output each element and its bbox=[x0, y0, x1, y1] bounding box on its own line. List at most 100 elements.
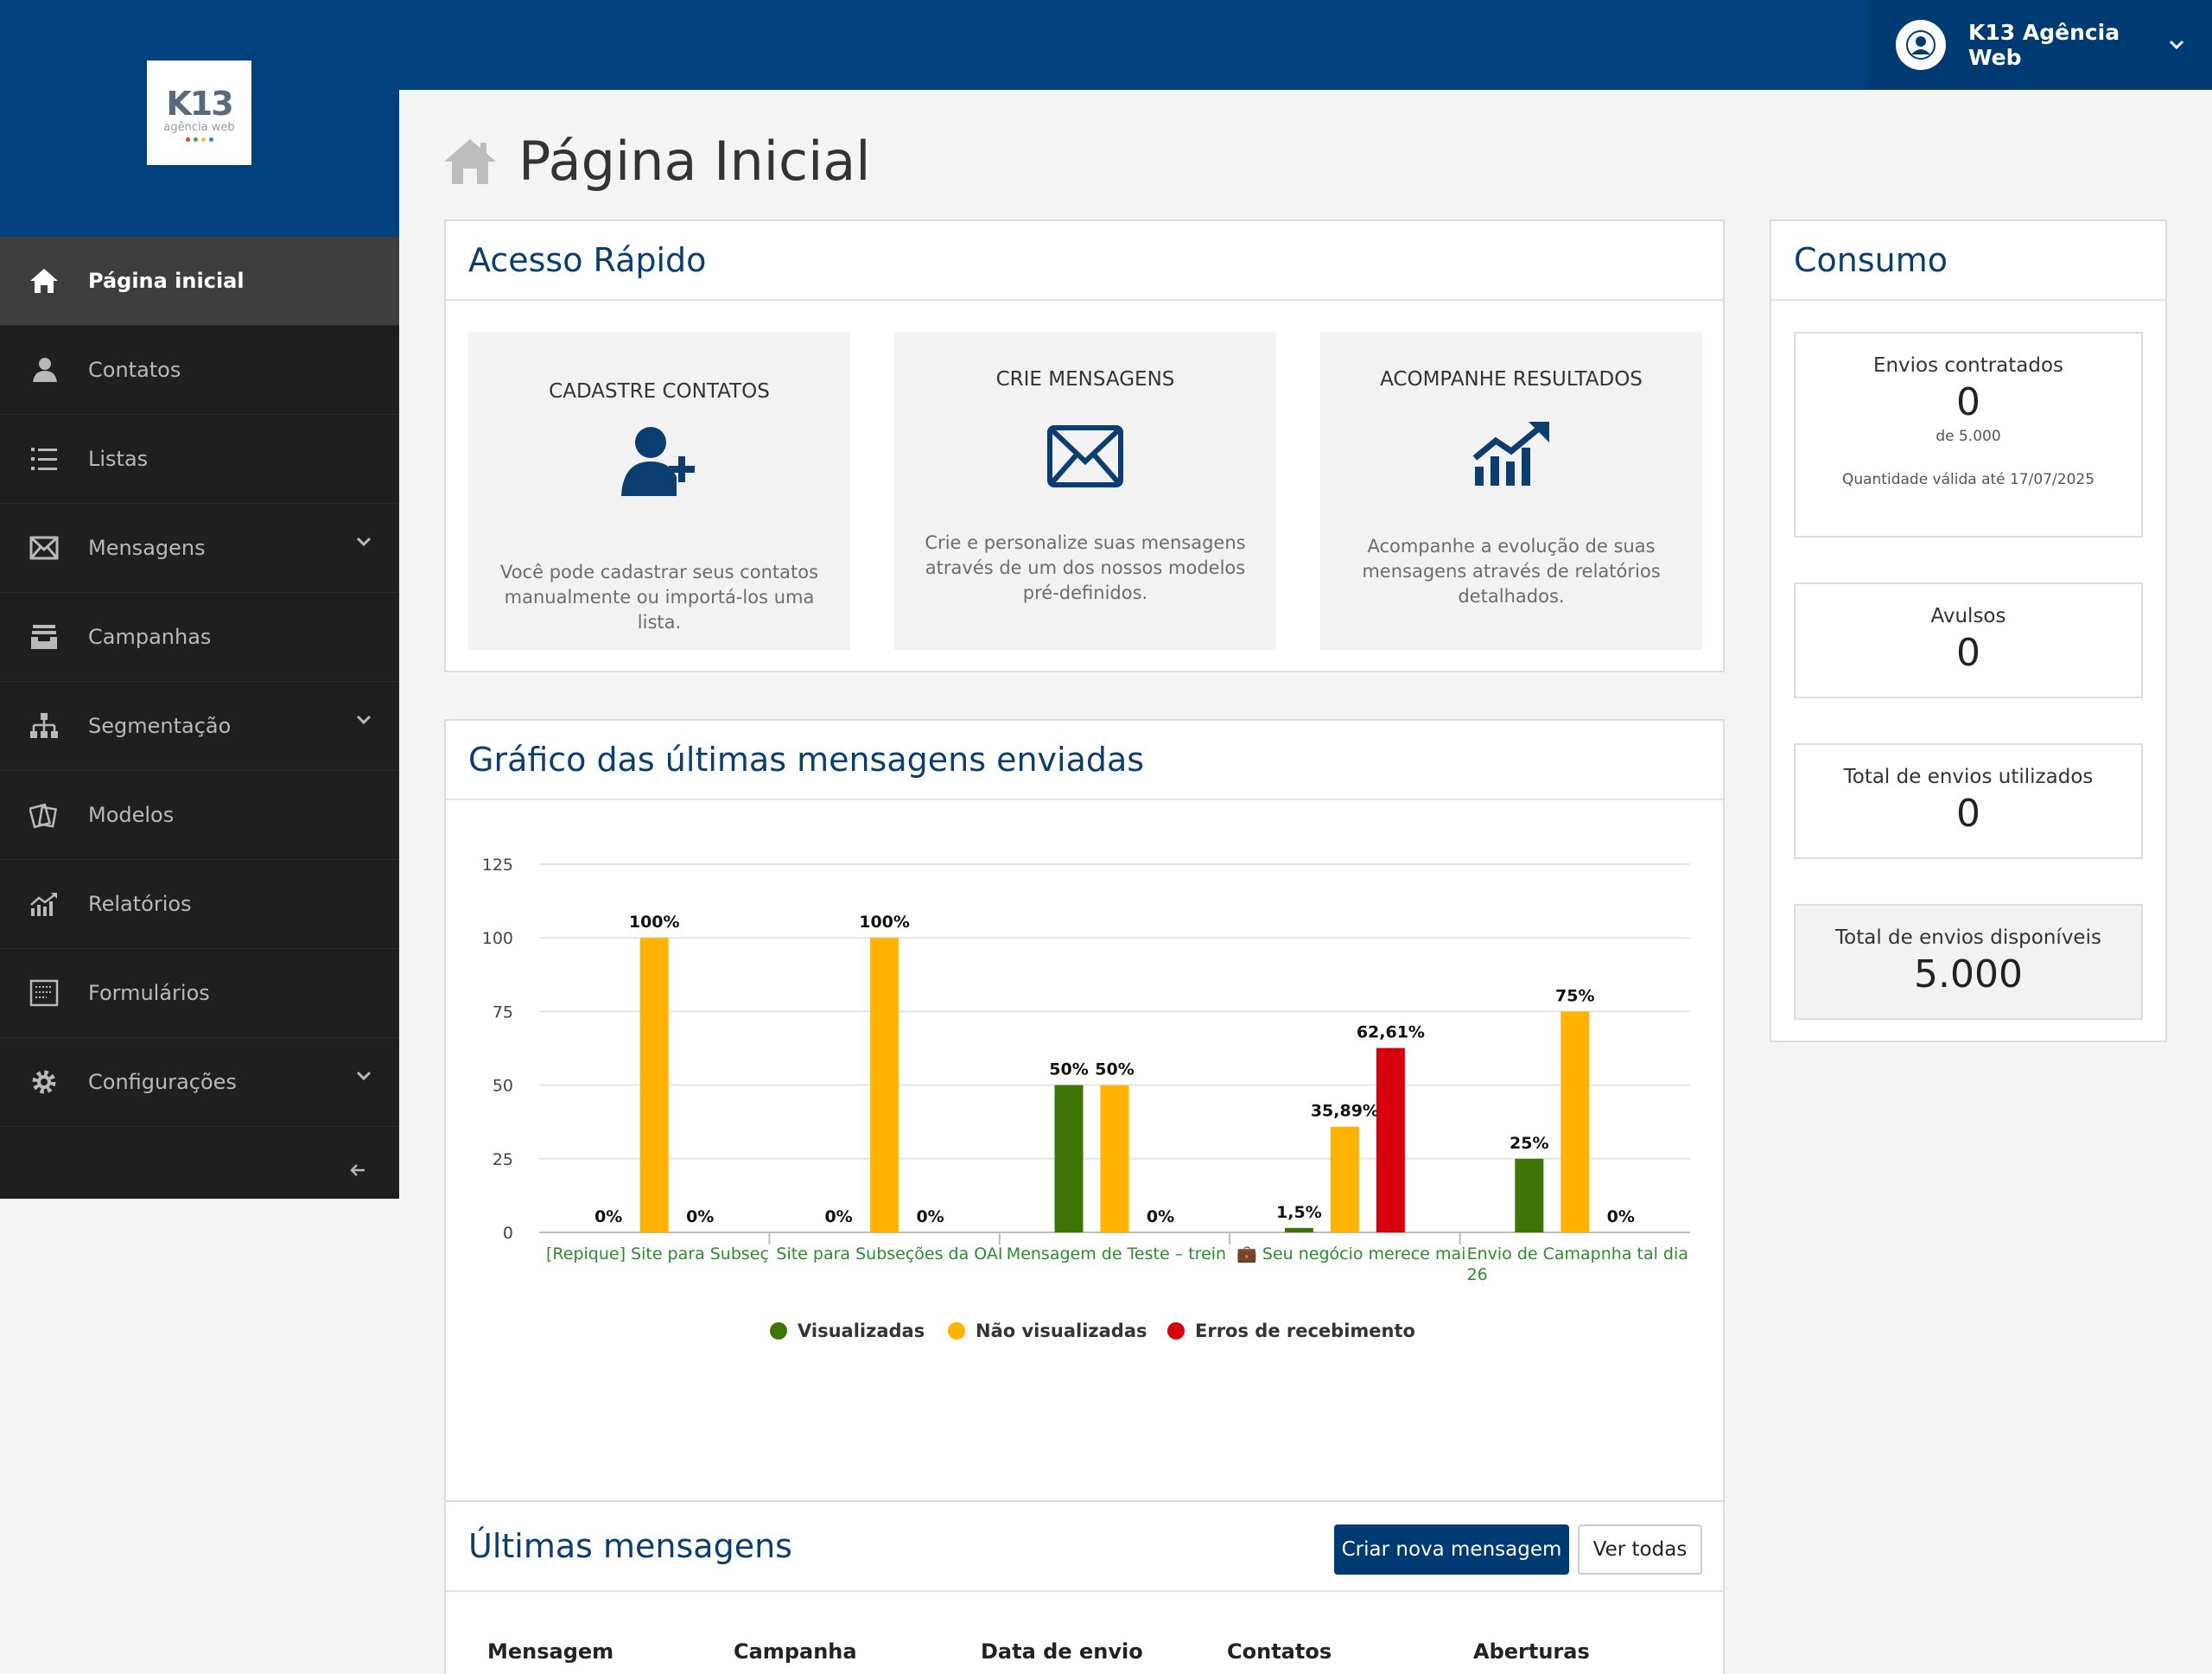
legend-label: Erros de recebimento bbox=[1195, 1321, 1415, 1341]
sidebar-item-configuracoes[interactable]: Configurações bbox=[0, 1038, 399, 1127]
bar bbox=[870, 938, 899, 1232]
contracted-label: Envios contratados bbox=[1872, 354, 2064, 377]
sidebar-item-listas[interactable]: Listas bbox=[0, 415, 399, 504]
user-add-icon bbox=[468, 425, 850, 503]
y-tick-label: 50 bbox=[493, 1077, 513, 1096]
column-header-mensagem[interactable]: Mensagem bbox=[487, 1639, 614, 1664]
sidebar-item-label: Segmentação bbox=[88, 714, 232, 738]
bar bbox=[1054, 1085, 1084, 1232]
column-header-campanha[interactable]: Campanha bbox=[734, 1639, 857, 1664]
user-name: K13 Agência Web bbox=[1968, 20, 2120, 70]
quick-access-card-messages[interactable]: CRIE MENSAGENS Crie e personalize suas m… bbox=[894, 332, 1276, 650]
data-label: 25% bbox=[1510, 1134, 1548, 1153]
quick-access-title: Acesso Rápido bbox=[446, 221, 1723, 301]
avulsos-card: Avulsos 0 bbox=[1794, 582, 2143, 698]
contracted-card: Envios contratados 0 de 5.000 Quantidade… bbox=[1794, 332, 2143, 538]
quick-access-card-contacts[interactable]: CADASTRE CONTATOS Você pode cadastrar se… bbox=[468, 332, 850, 650]
card-description: Acompanhe a evolução de suas mensagens a… bbox=[1362, 536, 1661, 607]
sidebar-item-label: Mensagens bbox=[88, 536, 206, 560]
bar bbox=[1560, 1011, 1590, 1232]
quick-access-panel: Acesso Rápido CADASTRE CONTATOS Você pod… bbox=[444, 220, 1725, 672]
column-header-data-envio[interactable]: Data de envio bbox=[981, 1639, 1143, 1664]
sidebar-header: K13 agência web bbox=[0, 0, 399, 237]
data-label: 50% bbox=[1095, 1060, 1134, 1079]
contracted-validity: Quantidade válida até 17/07/2025 bbox=[1841, 471, 2095, 488]
data-label: 100% bbox=[629, 913, 680, 932]
data-label: 0% bbox=[916, 1207, 944, 1226]
sidebar-item-label: Página inicial bbox=[88, 269, 245, 293]
logo-dots bbox=[185, 137, 213, 142]
envelope-icon bbox=[894, 425, 1276, 489]
sidebar-item-mensagens[interactable]: Mensagens bbox=[0, 504, 399, 593]
sidebar-item-label: Configurações bbox=[88, 1070, 237, 1094]
sidebar-item-label: Listas bbox=[88, 447, 149, 471]
home-icon bbox=[28, 264, 60, 297]
sidebar-item-modelos[interactable]: Modelos bbox=[0, 771, 399, 860]
chevron-down-icon bbox=[356, 715, 372, 725]
sidebar-item-pagina-inicial[interactable]: Página inicial bbox=[0, 237, 399, 326]
view-all-button[interactable]: Ver todas bbox=[1578, 1524, 1702, 1575]
sidebar-item-segmentacao[interactable]: Segmentação bbox=[0, 682, 399, 771]
sidebar-item-relatorios[interactable]: Relatórios bbox=[0, 860, 399, 949]
bar bbox=[639, 938, 669, 1232]
logo[interactable]: K13 agência web bbox=[147, 60, 251, 165]
x-tick-label: [Repique] Site para Subseç bbox=[546, 1244, 769, 1263]
card-title: CRIE MENSAGENS bbox=[995, 368, 1175, 391]
data-label: 0% bbox=[1147, 1207, 1174, 1226]
chart-up-icon bbox=[1320, 420, 1702, 489]
latest-messages-panel: Últimas mensagens Criar nova mensagem Ve… bbox=[444, 1500, 1725, 1674]
consumption-panel: Consumo Envios contratados 0 de 5.000 Qu… bbox=[1770, 220, 2167, 1042]
chart-icon bbox=[28, 888, 60, 920]
bar bbox=[1376, 1047, 1405, 1232]
sidebar-item-label: Campanhas bbox=[88, 625, 212, 649]
used-value: 0 bbox=[1956, 792, 1980, 836]
sidebar: Página inicial Contatos Listas Mensagens… bbox=[0, 237, 399, 1199]
legend-label: Não visualizadas bbox=[976, 1321, 1147, 1341]
legend-marker bbox=[1167, 1322, 1185, 1340]
column-header-contatos[interactable]: Contatos bbox=[1227, 1639, 1332, 1664]
bar bbox=[1100, 1085, 1129, 1232]
user-menu[interactable]: K13 Agência Web bbox=[1868, 0, 2212, 90]
latest-messages-title: Últimas mensagens bbox=[446, 1502, 1723, 1592]
sidebar-collapse-button[interactable] bbox=[0, 1127, 399, 1213]
create-message-button[interactable]: Criar nova mensagem bbox=[1334, 1524, 1569, 1575]
user-avatar-icon bbox=[1896, 20, 1946, 70]
logo-text: K13 bbox=[166, 84, 233, 123]
available-label: Total de envios disponíveis bbox=[1835, 926, 2101, 949]
legend-marker bbox=[948, 1322, 965, 1340]
y-tick-label: 100 bbox=[482, 929, 513, 948]
page-title-text: Página Inicial bbox=[518, 130, 871, 193]
legend-marker bbox=[770, 1322, 787, 1340]
used-card: Total de envios utilizados 0 bbox=[1794, 743, 2143, 859]
bar-chart: 0 25 50 75 100 125 0% 0% 50% 1,5% 25% 100% 100% 50% 35… bbox=[482, 856, 1690, 1341]
available-value: 5.000 bbox=[1914, 952, 2023, 996]
sidebar-item-label: Formulários bbox=[88, 981, 210, 1005]
data-label: 0% bbox=[594, 1207, 622, 1226]
bar bbox=[1515, 1158, 1544, 1232]
consumption-title: Consumo bbox=[1771, 221, 2165, 301]
data-label: 50% bbox=[1049, 1060, 1088, 1079]
envelope-icon bbox=[28, 531, 60, 564]
sidebar-item-formularios[interactable]: Formulários bbox=[0, 949, 399, 1038]
sidebar-item-campanhas[interactable]: Campanhas bbox=[0, 593, 399, 682]
form-icon bbox=[28, 977, 60, 1009]
column-header-aberturas[interactable]: Aberturas bbox=[1473, 1639, 1590, 1664]
contracted-of: de 5.000 bbox=[1936, 428, 2001, 445]
card-title: CADASTRE CONTATOS bbox=[549, 380, 770, 403]
chevron-down-icon bbox=[2169, 40, 2184, 50]
quick-access-card-results[interactable]: ACOMPANHE RESULTADOS Acompanhe a evoluçã… bbox=[1320, 332, 1702, 650]
chart-panel: Gráfico das últimas mensagens enviadas 0… bbox=[444, 719, 1725, 1544]
avulsos-value: 0 bbox=[1956, 631, 1980, 675]
data-label: 1,5% bbox=[1276, 1203, 1322, 1222]
bar bbox=[1330, 1126, 1359, 1232]
bar bbox=[1284, 1227, 1313, 1232]
arrow-left-icon bbox=[350, 1164, 365, 1176]
card-title: ACOMPANHE RESULTADOS bbox=[1380, 368, 1643, 391]
sidebar-item-label: Modelos bbox=[88, 803, 175, 827]
data-label: 62,61% bbox=[1357, 1023, 1425, 1042]
inbox-icon bbox=[28, 621, 60, 653]
card-description: Crie e personalize suas mensagens atravé… bbox=[925, 532, 1246, 603]
y-tick-label: 75 bbox=[493, 1002, 513, 1022]
sidebar-item-contatos[interactable]: Contatos bbox=[0, 326, 399, 415]
data-label: 35,89% bbox=[1311, 1102, 1379, 1121]
